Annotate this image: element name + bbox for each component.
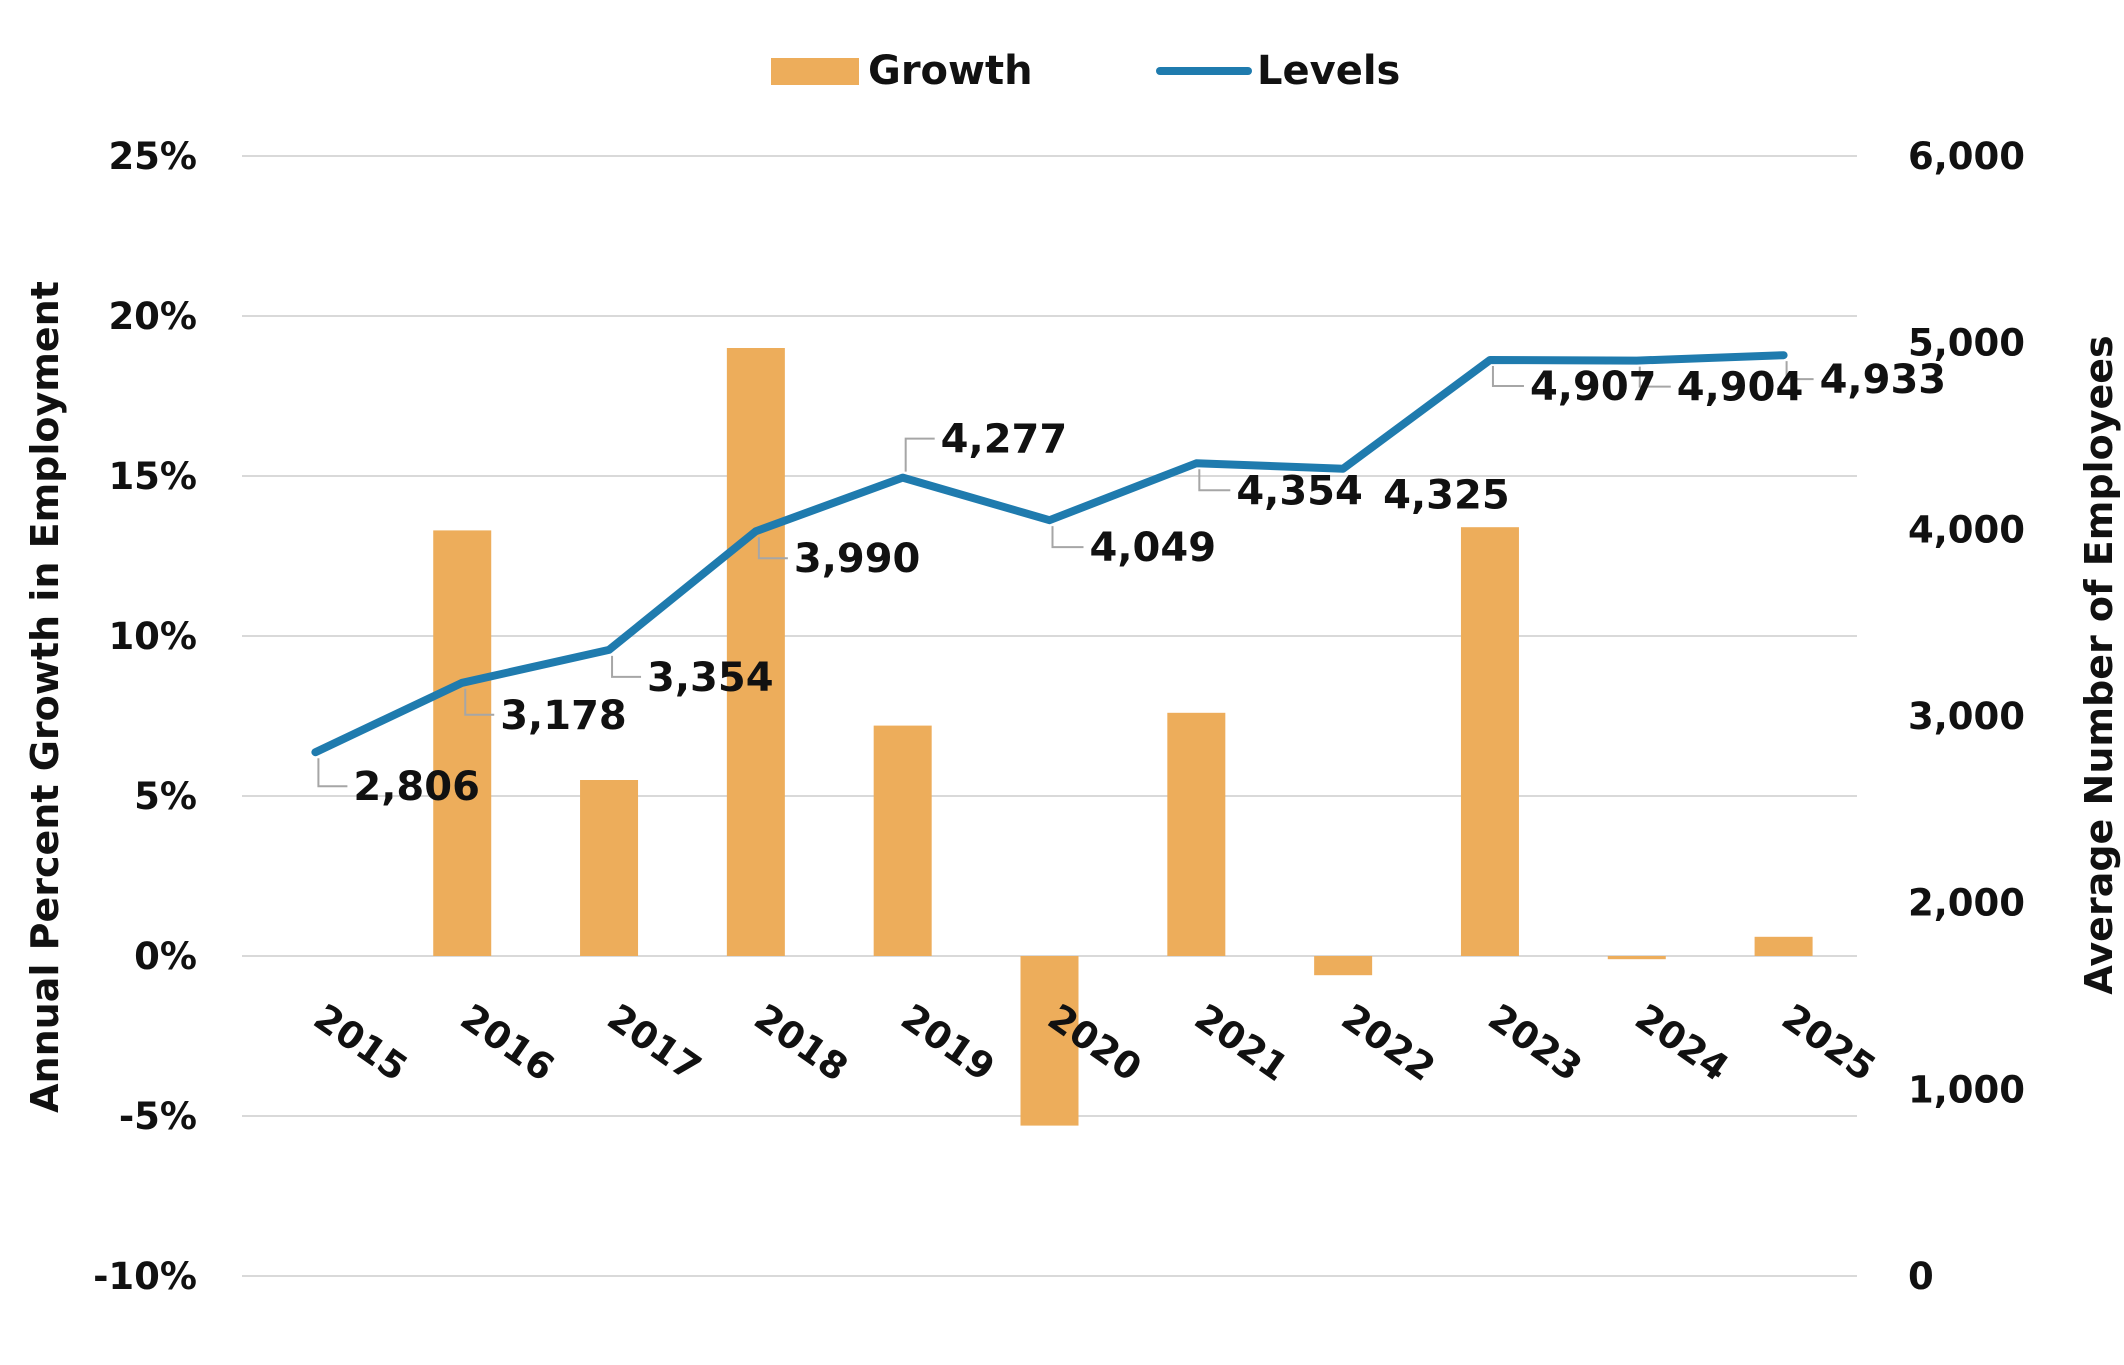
left-axis-ticks: -10% -5% 0% 5% 10% 15% 20% 25% [93,135,197,1298]
right-tick-label: 5,000 [1908,322,2025,365]
x-tick-label: 2025 [1774,996,1883,1090]
growth-bar-2022 [1314,956,1373,976]
x-tick-label: 2023 [1481,996,1590,1090]
levels-point-2023 [1486,357,1493,364]
levels-point-2015 [312,749,319,756]
leader-line [757,537,788,560]
growth-bar-2024 [1607,956,1666,960]
leader-line [464,688,495,716]
levels-data-label: 2,806 [353,764,480,810]
x-tick-label: 2017 [600,996,709,1090]
growth-bar-2020 [1020,956,1079,1126]
levels-data-label: 4,325 [1383,473,1510,519]
levels-point-2016 [459,679,466,686]
x-tick-label: 2016 [453,996,562,1090]
leader-line [1198,469,1231,492]
growth-bar-2023 [1460,527,1519,956]
right-tick-label: 0 [1908,1255,1934,1298]
levels-point-2018 [752,528,759,535]
left-tick-label: 15% [108,455,197,498]
left-tick-label: -10% [93,1255,197,1298]
levels-point-2019 [899,474,906,481]
label-leader-lines [317,361,1814,788]
right-axis-title: Average Number of Employees [2077,335,2121,994]
levels-data-label: 4,904 [1677,365,1804,411]
left-axis-title: Annual Percent Growth in Employment [23,281,67,1113]
levels-data-label: 3,990 [794,536,921,582]
left-tick-label: -5% [119,1095,197,1138]
right-tick-label: 1,000 [1908,1068,2025,1111]
leader-line [1638,366,1671,388]
x-tick-label: 2019 [893,996,1002,1090]
levels-points [312,352,1787,756]
levels-data-label: 4,354 [1236,468,1363,514]
levels-point-2025 [1780,352,1787,359]
x-tick-label: 2022 [1334,996,1443,1090]
left-tick-label: 10% [108,615,197,658]
x-tick-label: 2021 [1187,996,1296,1090]
left-tick-label: 5% [134,775,197,818]
leader-line [904,437,935,472]
levels-point-2021 [1193,460,1200,467]
right-tick-label: 3,000 [1908,695,2025,738]
right-axis-ticks: 0 1,000 2,000 3,000 4,000 5,000 6,000 [1908,135,2025,1298]
right-tick-label: 6,000 [1908,135,2025,178]
levels-data-label: 4,933 [1820,357,1947,403]
leader-line [1051,526,1084,549]
growth-bar-2021 [1167,712,1226,956]
growth-bar-2025 [1754,936,1813,956]
levels-data-label: 4,277 [941,417,1068,463]
legend-label-growth: Growth [868,48,1033,94]
leader-line [611,655,642,678]
growth-bars [433,348,1813,1126]
growth-bar-2018 [726,348,785,956]
leader-line [317,758,348,788]
leader-line [1491,366,1524,388]
left-tick-label: 0% [134,935,197,978]
left-tick-label: 25% [108,135,197,178]
levels-data-labels: 2,806 3,178 3,354 3,990 4,277 4,049 4,354 4,325… [353,357,1946,810]
legend: Growth Levels [771,48,1400,94]
growth-bar-2019 [873,725,932,956]
levels-data-label: 3,354 [647,655,774,701]
levels-point-2017 [606,646,613,653]
x-tick-label: 2015 [306,996,415,1090]
x-tick-label: 2018 [747,996,856,1090]
levels-data-label: 4,907 [1530,364,1657,410]
left-tick-label: 20% [108,295,197,338]
growth-bar-2016 [433,530,492,956]
x-tick-label: 2024 [1627,996,1736,1090]
levels-data-label: 4,049 [1090,525,1217,571]
growth-bar-2017 [580,780,639,956]
legend-label-levels: Levels [1257,48,1400,94]
right-tick-label: 2,000 [1908,882,2025,925]
levels-point-2020 [1046,517,1053,524]
right-tick-label: 4,000 [1908,508,2025,551]
legend-swatch-growth [771,58,859,85]
leader-line [1785,361,1814,381]
levels-point-2022 [1340,465,1347,472]
levels-data-label: 3,178 [500,693,627,739]
levels-point-2024 [1633,357,1640,364]
x-axis-ticks: 2015 2016 2017 2018 2019 2020 2021 2022 2023 2024… [306,996,1883,1090]
